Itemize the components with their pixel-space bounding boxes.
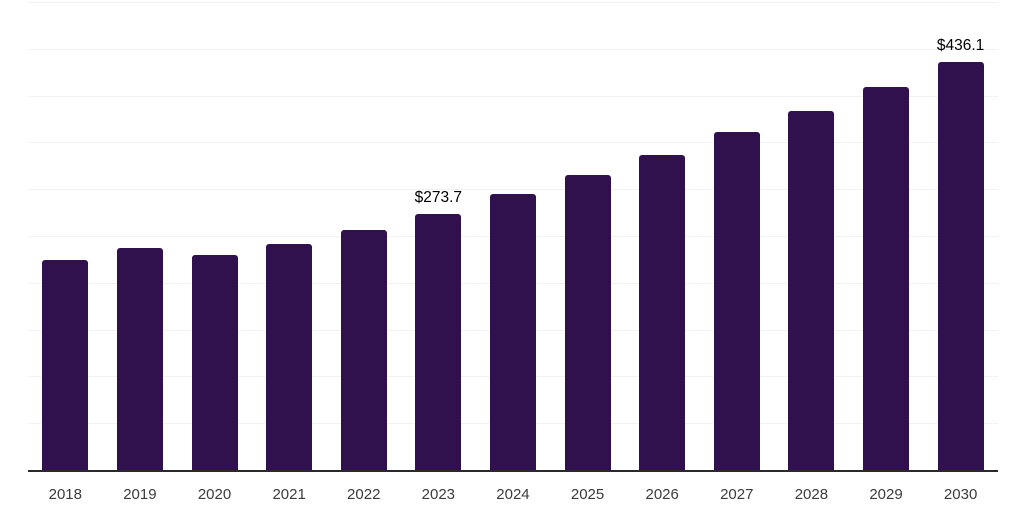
bar-2023[interactable] (415, 213, 462, 470)
bar-2028[interactable] (788, 110, 835, 470)
data-label-2023: $273.7 (414, 188, 463, 206)
bar-2026[interactable] (639, 154, 686, 470)
gridline-450 (28, 48, 998, 50)
gridline-300 (28, 189, 998, 191)
bar-2024[interactable] (489, 193, 536, 470)
bar-slot-2018 (28, 2, 103, 470)
bar-slot-2025 (550, 2, 625, 470)
x-tick-label-2018: 2018 (48, 486, 82, 503)
bar-slot-2026 (625, 2, 700, 470)
bar-slot-2020 (177, 2, 252, 470)
bar-2029[interactable] (863, 87, 909, 470)
bar-slot-2024 (476, 2, 551, 470)
x-tick-label-2023: 2023 (421, 486, 456, 503)
plot-area: $273.7 $436.1 (28, 2, 998, 470)
bar-2025[interactable] (564, 175, 611, 470)
gridline-350 (28, 142, 998, 144)
bar-2021[interactable] (266, 243, 313, 470)
x-tick-label-2021: 2021 (272, 486, 306, 503)
x-tick-label-2027: 2027 (720, 486, 754, 503)
x-tick-label-2020: 2020 (197, 486, 232, 503)
x-axis-labels: 2018 2019 2020 2021 2022 2023 2024 2025 2026 2027… (28, 480, 998, 508)
x-tick-label-2029: 2029 (869, 486, 903, 503)
x-tick-label-2028: 2028 (794, 486, 829, 503)
bar-slot-2023: $273.7 (401, 2, 476, 470)
x-tick-label-2026: 2026 (645, 486, 679, 503)
bar-2030[interactable] (937, 61, 984, 470)
gridline-500 (28, 2, 998, 3)
bars-layer: $273.7 $436.1 (28, 2, 998, 470)
bar-slot-2028 (774, 2, 849, 470)
bar-slot-2029 (849, 2, 924, 470)
bar-slot-2027 (699, 2, 774, 470)
x-tick-label-2024: 2024 (496, 486, 530, 503)
bar-2020[interactable] (191, 254, 238, 470)
x-axis-line (28, 470, 998, 472)
bar-slot-2019 (103, 2, 178, 470)
x-tick-label-2022: 2022 (347, 486, 381, 503)
data-label-2030: $436.1 (936, 36, 985, 54)
gridline-400 (28, 95, 998, 97)
x-tick-label-2025: 2025 (570, 486, 605, 503)
bar-2019[interactable] (116, 248, 163, 470)
x-tick-label-2019: 2019 (123, 486, 157, 503)
bar-2027[interactable] (713, 132, 760, 470)
bar-slot-2030: $436.1 (923, 2, 998, 470)
bar-2022[interactable] (340, 230, 387, 470)
x-tick-label-2030: 2030 (943, 486, 978, 503)
bar-2018[interactable] (42, 260, 89, 470)
bar-slot-2021 (252, 2, 327, 470)
bar-slot-2022 (326, 2, 401, 470)
